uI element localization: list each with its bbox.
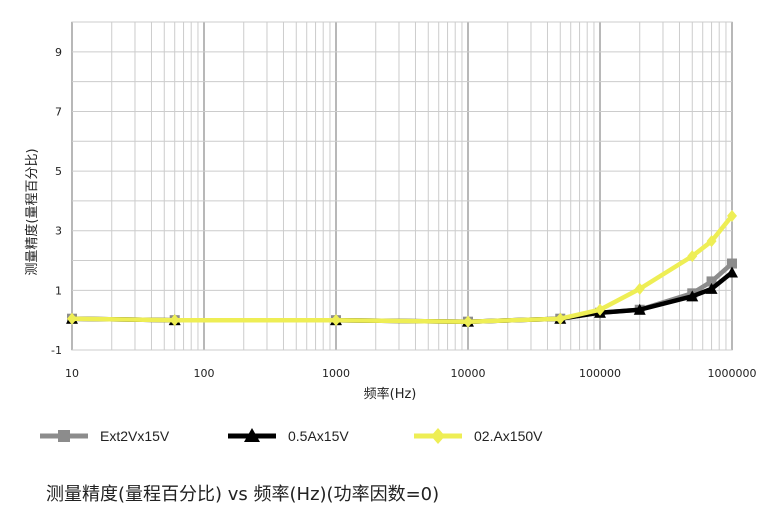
data-point bbox=[634, 282, 645, 295]
data-point bbox=[555, 312, 566, 325]
data-point bbox=[169, 314, 180, 327]
x-axis-title: 频率(Hz) bbox=[364, 386, 417, 402]
data-point bbox=[705, 282, 718, 294]
y-tick-label: -1 bbox=[51, 344, 62, 357]
data-point bbox=[633, 303, 646, 315]
y-tick-label: 5 bbox=[55, 165, 62, 178]
y-axis-title: 测量精度(量程百分比) bbox=[24, 148, 40, 275]
data-point bbox=[67, 312, 77, 325]
legend: Ext2Vx15V 0.5Ax15V 02.Ax150V bbox=[38, 424, 738, 448]
y-tick-label: 3 bbox=[55, 225, 62, 238]
data-point bbox=[463, 315, 473, 328]
data-point bbox=[687, 250, 698, 263]
legend-item-02a: 02.Ax150V bbox=[412, 424, 543, 448]
series-layer bbox=[66, 209, 738, 328]
data-point bbox=[726, 266, 738, 278]
x-ticks: 10 100 1000 10000 100000 1000000 bbox=[65, 367, 757, 380]
legend-label-05a: 0.5Ax15V bbox=[288, 428, 349, 444]
series-3 bbox=[67, 209, 737, 328]
data-point bbox=[727, 258, 737, 269]
plot-area bbox=[71, 21, 733, 351]
data-point bbox=[706, 276, 717, 287]
legend-item-ext2v: Ext2Vx15V bbox=[38, 424, 169, 448]
y-tick-label: 1 bbox=[55, 284, 62, 297]
y-ticks: 9 7 5 3 1 -1 bbox=[51, 46, 62, 357]
legend-label-02a: 02.Ax150V bbox=[474, 428, 543, 444]
legend-label-ext2v: Ext2Vx15V bbox=[100, 428, 170, 444]
y-tick-label: 9 bbox=[55, 46, 62, 59]
x-tick-label: 100 bbox=[194, 367, 215, 380]
x-tick-label: 100000 bbox=[579, 367, 621, 380]
legend-item-05a: 0.5Ax15V bbox=[226, 424, 349, 448]
x-tick-label: 1000 bbox=[322, 367, 350, 380]
data-point bbox=[686, 290, 699, 302]
x-tick-label: 10000 bbox=[451, 367, 486, 380]
legend-swatch-05a bbox=[228, 428, 276, 442]
data-point bbox=[331, 314, 341, 327]
chart-caption: 测量精度(量程百分比) vs 频率(Hz)(功率因数=0) bbox=[46, 484, 440, 505]
legend-swatch-02a bbox=[414, 428, 462, 444]
data-point bbox=[595, 303, 605, 316]
series-line bbox=[69, 213, 735, 324]
x-tick-label: 10 bbox=[65, 367, 79, 380]
y-tick-label: 7 bbox=[55, 105, 62, 118]
grid bbox=[71, 21, 733, 351]
data-point bbox=[706, 235, 717, 248]
data-point bbox=[727, 209, 737, 222]
x-tick-label: 1000000 bbox=[708, 367, 757, 380]
legend-swatch-ext2v bbox=[40, 430, 88, 442]
